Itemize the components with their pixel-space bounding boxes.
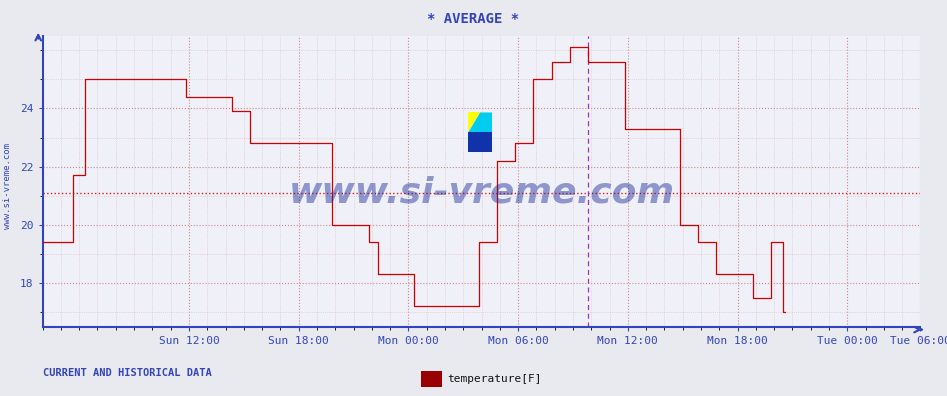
Polygon shape	[469, 132, 492, 152]
Text: www.si-vreme.com: www.si-vreme.com	[3, 143, 12, 229]
Text: * AVERAGE *: * AVERAGE *	[427, 12, 520, 26]
Polygon shape	[469, 112, 480, 132]
Polygon shape	[469, 112, 492, 152]
Text: temperature[F]: temperature[F]	[447, 374, 542, 384]
Text: www.si-vreme.com: www.si-vreme.com	[289, 176, 674, 210]
Text: CURRENT AND HISTORICAL DATA: CURRENT AND HISTORICAL DATA	[43, 368, 211, 378]
